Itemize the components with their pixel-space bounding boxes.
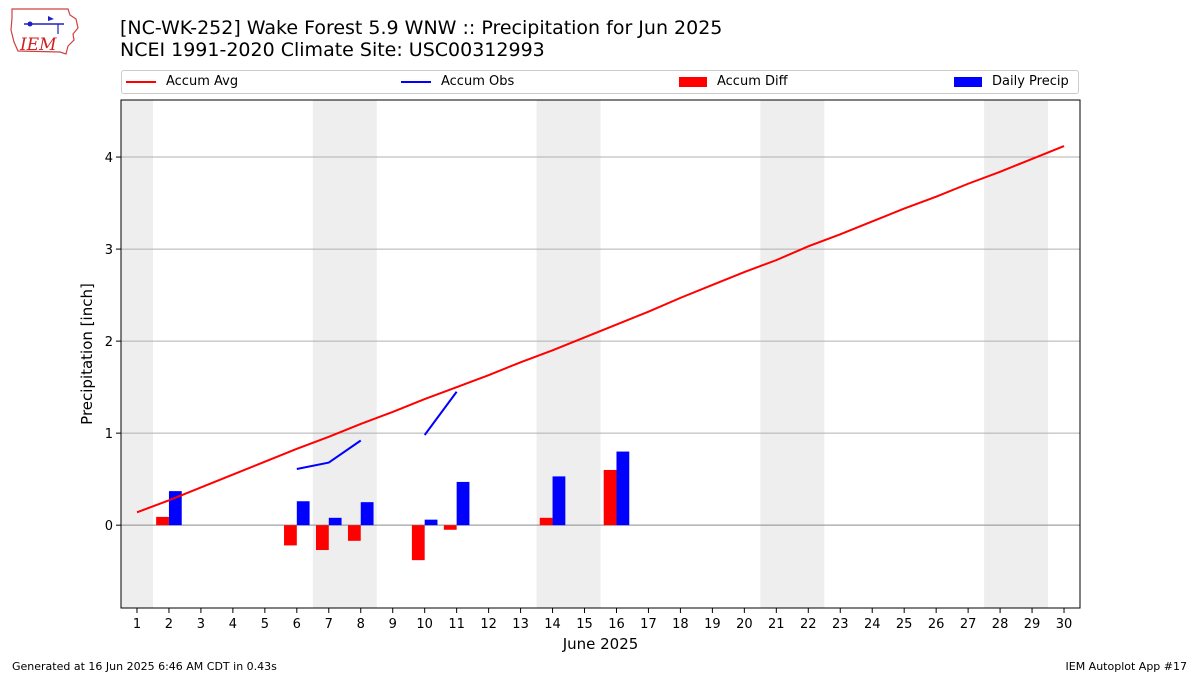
legend-label-accum-diff: Accum Diff — [717, 74, 788, 89]
chart-title: [NC-WK-252] Wake Forest 5.9 WNW :: Preci… — [120, 17, 722, 61]
x-tick-label-7: 7 — [325, 617, 333, 632]
legend-label-accum-avg: Accum Avg — [166, 74, 239, 89]
x-tick-label-13: 13 — [512, 617, 529, 632]
lines — [136, 145, 1065, 514]
accum-diff-bar-day-11 — [443, 525, 457, 530]
weekend-band-3 — [760, 100, 825, 608]
logo-text: IEM — [19, 35, 57, 55]
x-tick-label-11: 11 — [448, 617, 465, 632]
x-tick-label-5: 5 — [261, 617, 269, 632]
accum-diff-bar-day-10 — [411, 525, 425, 561]
x-tick-label-21: 21 — [768, 617, 785, 632]
y-axis-label: Precipitation [inch] — [78, 283, 96, 425]
x-tick-label-25: 25 — [896, 617, 913, 632]
title-line-2: NCEI 1991-2020 Climate Site: USC00312993 — [120, 39, 545, 61]
x-tick-label-20: 20 — [736, 617, 753, 632]
legend-swatch-accum-avg — [126, 80, 156, 83]
accum-diff-bar-day-6 — [284, 525, 297, 546]
x-tick-label-24: 24 — [864, 617, 881, 632]
x-tick-label-10: 10 — [416, 617, 433, 632]
accum-diff-bar-day-7 — [315, 525, 329, 551]
x-tick-label-4: 4 — [229, 617, 237, 632]
daily-precip-bar-day-14 — [552, 476, 566, 526]
daily-precip-bar-day-8 — [360, 502, 374, 526]
accum-diff-bar-day-14 — [539, 517, 553, 526]
weekend-band-0 — [121, 100, 153, 608]
plot-frame — [120, 99, 1081, 609]
legend-swatch-accum-diff — [679, 76, 707, 87]
x-tick-label-22: 22 — [800, 617, 817, 632]
x-tick-label-3: 3 — [197, 617, 205, 632]
x-tick-label-8: 8 — [357, 617, 365, 632]
y-tick-label-4: 4 — [105, 151, 113, 166]
x-tick-label-2: 2 — [165, 617, 173, 632]
accum-avg-line — [136, 145, 1065, 514]
y-tick-label-3: 3 — [105, 243, 113, 258]
x-tick-label-23: 23 — [832, 617, 849, 632]
weekend-band-2 — [536, 100, 601, 608]
daily-precip-bar-day-7 — [328, 517, 342, 526]
accum-obs-line-segment-0 — [296, 439, 362, 471]
iowa-outline-icon — [10, 8, 79, 55]
x-tick-label-27: 27 — [960, 617, 977, 632]
weekend-shading — [121, 100, 1049, 608]
x-tick-label-6: 6 — [293, 617, 301, 632]
accum-diff-bar-day-16 — [603, 469, 617, 526]
legend-item-accum-avg: Accum Avg — [126, 74, 238, 89]
footer-generated: Generated at 16 Jun 2025 6:46 AM CDT in … — [12, 660, 277, 673]
x-tick-label-26: 26 — [928, 617, 945, 632]
legend-swatch-accum-obs — [401, 80, 431, 83]
x-tick-label-9: 9 — [389, 617, 397, 632]
legend-label-accum-obs: Accum Obs — [441, 74, 515, 89]
x-tick-label-19: 19 — [704, 617, 721, 632]
grid-lines — [121, 156, 1080, 526]
x-tick-label-30: 30 — [1056, 617, 1073, 632]
daily-precip-bar-day-6 — [296, 501, 310, 526]
daily-precip-bar-day-16 — [616, 451, 630, 526]
x-tick-label-15: 15 — [576, 617, 593, 632]
footer-app: IEM Autoplot App #17 — [1065, 660, 1188, 673]
legend-label-daily-precip: Daily Precip — [992, 74, 1069, 89]
x-tick-label-1: 1 — [133, 617, 141, 632]
x-axis-label: June 2025 — [562, 635, 639, 653]
legend-item-daily-precip: Daily Precip — [954, 74, 1069, 89]
y-tick-label-0: 0 — [105, 519, 113, 534]
x-tick-label-16: 16 — [608, 617, 625, 632]
legend: Accum Avg Accum Obs Accum Diff Daily Pre… — [121, 70, 1079, 94]
accum-diff-bar-day-8 — [347, 525, 361, 541]
accum-obs-line-segment-1 — [423, 391, 458, 436]
y-tick-label-2: 2 — [105, 335, 113, 350]
weekend-band-4 — [984, 100, 1049, 608]
accum-diff-bar-day-2 — [156, 516, 169, 526]
legend-swatch-daily-precip — [954, 76, 982, 87]
y-tick-label-1: 1 — [105, 427, 113, 442]
title-line-1: [NC-WK-252] Wake Forest 5.9 WNW :: Preci… — [120, 17, 723, 39]
x-tick-label-12: 12 — [480, 617, 497, 632]
legend-item-accum-diff: Accum Diff — [679, 74, 788, 89]
x-tick-label-14: 14 — [544, 617, 561, 632]
bars — [156, 451, 630, 561]
daily-precip-bar-day-11 — [456, 481, 470, 526]
x-tick-label-18: 18 — [672, 617, 689, 632]
x-tick-label-28: 28 — [992, 617, 1009, 632]
daily-precip-bar-day-10 — [424, 519, 438, 526]
x-tick-label-17: 17 — [640, 617, 657, 632]
iem-logo: IEM — [10, 8, 79, 55]
x-tick-label-29: 29 — [1024, 617, 1041, 632]
legend-item-accum-obs: Accum Obs — [401, 74, 514, 89]
